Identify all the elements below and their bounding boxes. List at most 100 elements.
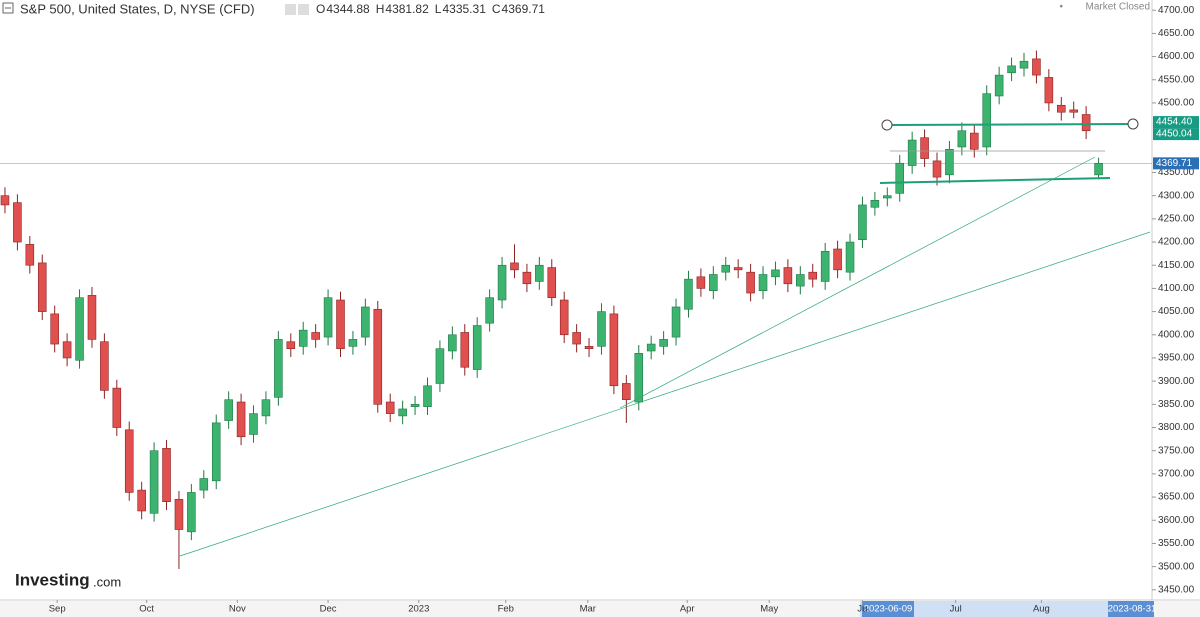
line-handle[interactable]	[881, 119, 893, 131]
y-tick-label: 4250.00	[1158, 213, 1195, 224]
y-tick-label: 3850.00	[1158, 399, 1195, 410]
candle-body	[920, 137, 929, 159]
last-price-box	[1153, 157, 1199, 170]
line-handle[interactable]	[1127, 118, 1139, 130]
ohlc-key: O	[316, 2, 325, 16]
candle-body	[149, 450, 159, 514]
x-tick-label: Feb	[498, 604, 514, 615]
support-line[interactable]	[879, 177, 1111, 184]
candle-body	[336, 299, 345, 349]
logo: Investing .com	[15, 570, 121, 589]
logo-suffix: .com	[93, 574, 121, 589]
candle-body	[522, 271, 532, 285]
range-end-box	[1108, 601, 1154, 617]
candle-body	[1007, 65, 1016, 74]
candle-body	[361, 306, 370, 338]
price-marker-box	[1153, 128, 1199, 141]
y-tick-label: 3500.00	[1158, 561, 1195, 572]
candle-body	[845, 241, 855, 273]
candle-body	[646, 343, 656, 352]
x-tick-label: Mar	[580, 604, 596, 615]
candle-body	[634, 353, 644, 403]
resistance-line[interactable]	[886, 123, 1134, 126]
y-tick-label: 3900.00	[1158, 376, 1195, 387]
candle-body	[1069, 109, 1078, 113]
candle-body	[746, 271, 755, 294]
candle-body	[982, 93, 991, 148]
ohlc-key: C	[492, 2, 501, 16]
candle-body	[124, 429, 134, 493]
y-tick-label: 4100.00	[1158, 283, 1195, 294]
x-tick-label: 2023	[408, 604, 429, 615]
candle-body	[659, 339, 668, 347]
candle-body	[187, 492, 196, 533]
market-status: Market Closed	[1086, 2, 1150, 13]
y-tick-label: 3550.00	[1158, 538, 1195, 549]
candle-body	[137, 489, 146, 512]
candle-body	[385, 401, 395, 414]
candle-body	[199, 478, 209, 491]
y-tick-label: 3450.00	[1158, 584, 1195, 595]
logo-brand: Investing	[15, 570, 90, 589]
x-tick-label: Dec	[320, 604, 337, 615]
candle-body	[485, 297, 494, 324]
candle-body	[75, 297, 84, 361]
price-marker-label: 4454.40	[1156, 117, 1193, 128]
candle-body	[684, 278, 693, 310]
trend-line	[619, 156, 1096, 409]
candle-body	[162, 448, 171, 503]
y-tick-label: 4350.00	[1158, 167, 1195, 178]
candle-body	[584, 346, 594, 349]
range-start-box	[862, 601, 914, 617]
y-tick-label: 4550.00	[1158, 74, 1195, 85]
candle-body	[597, 311, 606, 347]
candle-body	[286, 341, 296, 349]
candle-body	[671, 306, 681, 338]
candle-body	[609, 313, 619, 387]
candle-body	[274, 339, 283, 398]
candle-body	[883, 195, 892, 199]
candle-body	[721, 264, 731, 273]
y-tick-label: 4000.00	[1158, 329, 1195, 340]
candle-body	[0, 195, 10, 206]
y-tick-label: 3950.00	[1158, 353, 1195, 364]
close-icon[interactable]	[298, 4, 309, 15]
candle-body	[373, 308, 383, 405]
y-tick-label: 4300.00	[1158, 190, 1195, 201]
candle-body	[236, 401, 246, 438]
chart-title: S&P 500, United States, D, NYSE (CFD)	[20, 1, 255, 16]
range-start-label: 2023-06-09	[864, 604, 913, 615]
ohlc-key: H	[376, 2, 385, 16]
x-tick-label: May	[760, 604, 778, 615]
candle-body	[957, 130, 967, 148]
candle-body	[1081, 114, 1091, 132]
status-dot: •	[1059, 2, 1063, 13]
range-end-label: 2023-08-31	[1108, 604, 1157, 615]
ohlc-value: 4344.88	[326, 2, 370, 16]
last-price-label: 4369.71	[1156, 158, 1193, 169]
candle-body	[211, 422, 221, 482]
y-tick-label: 3700.00	[1158, 469, 1195, 480]
candle-body	[62, 341, 72, 359]
candle-body	[348, 339, 358, 347]
settings-icon[interactable]	[285, 4, 296, 15]
candle-body	[572, 332, 581, 345]
drawings	[179, 118, 1151, 557]
candle-body	[174, 499, 184, 530]
candle-body	[50, 313, 59, 345]
y-tick-label: 4600.00	[1158, 51, 1195, 62]
candle-body	[696, 276, 706, 289]
candle-body	[100, 341, 109, 391]
x-tick-label: Ju	[857, 604, 867, 615]
y-tick-label: 3750.00	[1158, 445, 1195, 456]
x-tick-label: Aug	[1033, 604, 1050, 615]
candle-body	[435, 348, 445, 384]
candle-body	[13, 202, 22, 243]
candle-body	[87, 295, 97, 340]
candle-body	[224, 399, 233, 421]
candle-body	[472, 325, 482, 370]
collapse-icon[interactable]	[2, 2, 14, 14]
x-tick-label: Apr	[680, 604, 695, 615]
